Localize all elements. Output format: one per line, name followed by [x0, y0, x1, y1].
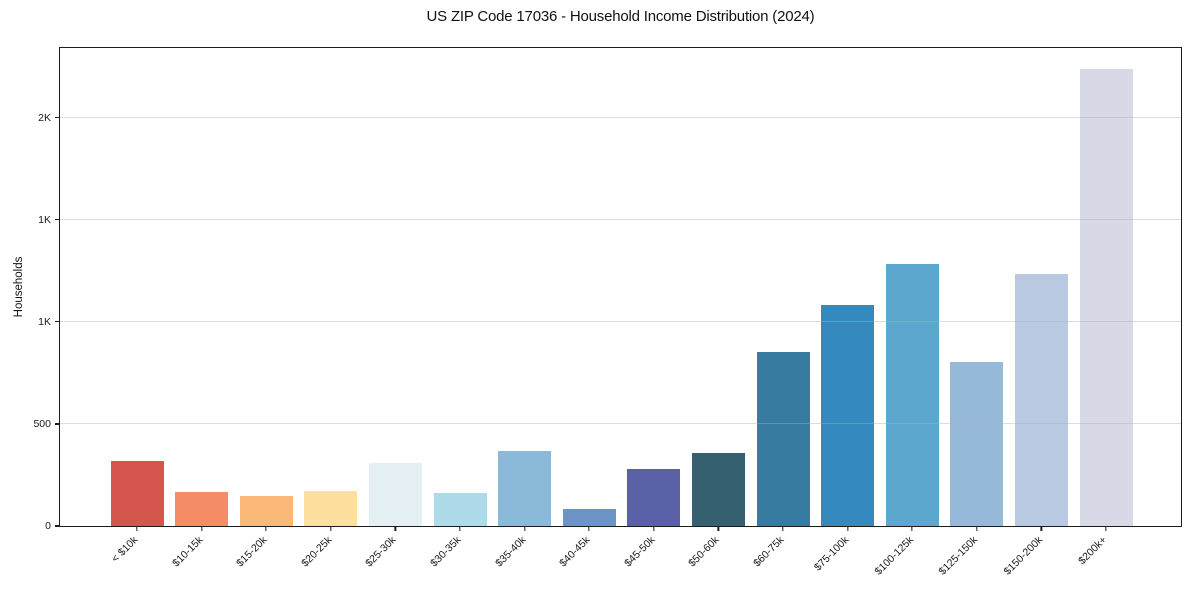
x-tick-label: $15-20k [234, 534, 270, 570]
bar-11 [756, 351, 810, 526]
gridline [60, 320, 1181, 322]
x-tick-label: $10-15k [169, 534, 206, 570]
x-tick-label: $200k+ [1076, 534, 1110, 568]
bar-5 [368, 463, 422, 526]
x-tick-label: $25-30k [363, 534, 399, 570]
y-tick-label: 1K [38, 213, 51, 226]
gridline [60, 218, 1181, 220]
y-tick-mark [55, 321, 60, 323]
x-tick-label: $100-125k [872, 534, 916, 578]
bar-15 [1014, 273, 1068, 526]
x-tick-label: $45-50k [621, 534, 658, 570]
x-tick-mark [200, 526, 203, 531]
bar-13 [885, 264, 939, 526]
x-tick-label: $40-45k [557, 534, 593, 570]
x-tick-mark [330, 526, 332, 531]
x-tick-mark [846, 526, 849, 531]
x-tick-mark [1040, 526, 1043, 531]
x-tick-mark [459, 526, 461, 531]
y-tick-label: 0 [45, 520, 51, 532]
bar-14 [950, 362, 1004, 526]
x-tick-mark [523, 526, 526, 531]
x-tick-mark [136, 526, 138, 531]
y-tick-label: 1K [38, 315, 51, 328]
y-tick-label: 500 [33, 417, 51, 430]
gridline [60, 422, 1181, 424]
bar-1 [110, 461, 164, 526]
plot-area: < $10k $10-15k $15-20k $20-25k $25-30k $30-35… [33, 47, 1182, 578]
x-tick-label: $60-75k [751, 534, 787, 570]
x-tick-label: < $10k [109, 534, 141, 565]
bar-3 [239, 496, 293, 526]
x-tick-mark [394, 526, 397, 531]
x-tick-mark [653, 526, 655, 531]
chart-title: US ZIP Code 17036 - Household Income Dis… [426, 8, 815, 25]
bar-12 [821, 305, 875, 526]
x-tick-mark [1105, 526, 1107, 531]
y-axis-label: Households [13, 256, 25, 318]
x-tick-label: $20-25k [298, 534, 335, 570]
bar-4 [304, 491, 358, 526]
x-tick-label: $150-200k [1001, 534, 1045, 578]
bar-6 [433, 493, 487, 526]
gridline [60, 116, 1181, 118]
x-tick-label: $50-60k [686, 534, 722, 570]
y-tick-mark [55, 219, 60, 221]
bar-16 [1079, 69, 1133, 526]
x-tick-mark [782, 526, 784, 531]
y-tick-mark [55, 423, 60, 425]
x-tick-label: $75-100k [811, 534, 852, 574]
x-tick-mark [976, 526, 978, 531]
y-tick-mark [55, 525, 60, 527]
bar-8 [562, 509, 616, 526]
y-tick-label: 2K [38, 111, 51, 124]
x-tick-label: $30-35k [428, 534, 464, 570]
bar-10 [691, 453, 745, 526]
x-tick-label: $35-40k [492, 534, 529, 570]
bar-9 [627, 469, 681, 526]
x-tick-mark [265, 526, 267, 531]
x-tick-mark [911, 526, 913, 531]
x-tick-label: $125-150k [936, 534, 981, 578]
x-tick-mark [717, 526, 720, 531]
x-tick-mark [588, 526, 590, 531]
bar-7 [498, 451, 552, 526]
y-tick-mark [55, 116, 60, 119]
bar-2 [175, 492, 229, 526]
